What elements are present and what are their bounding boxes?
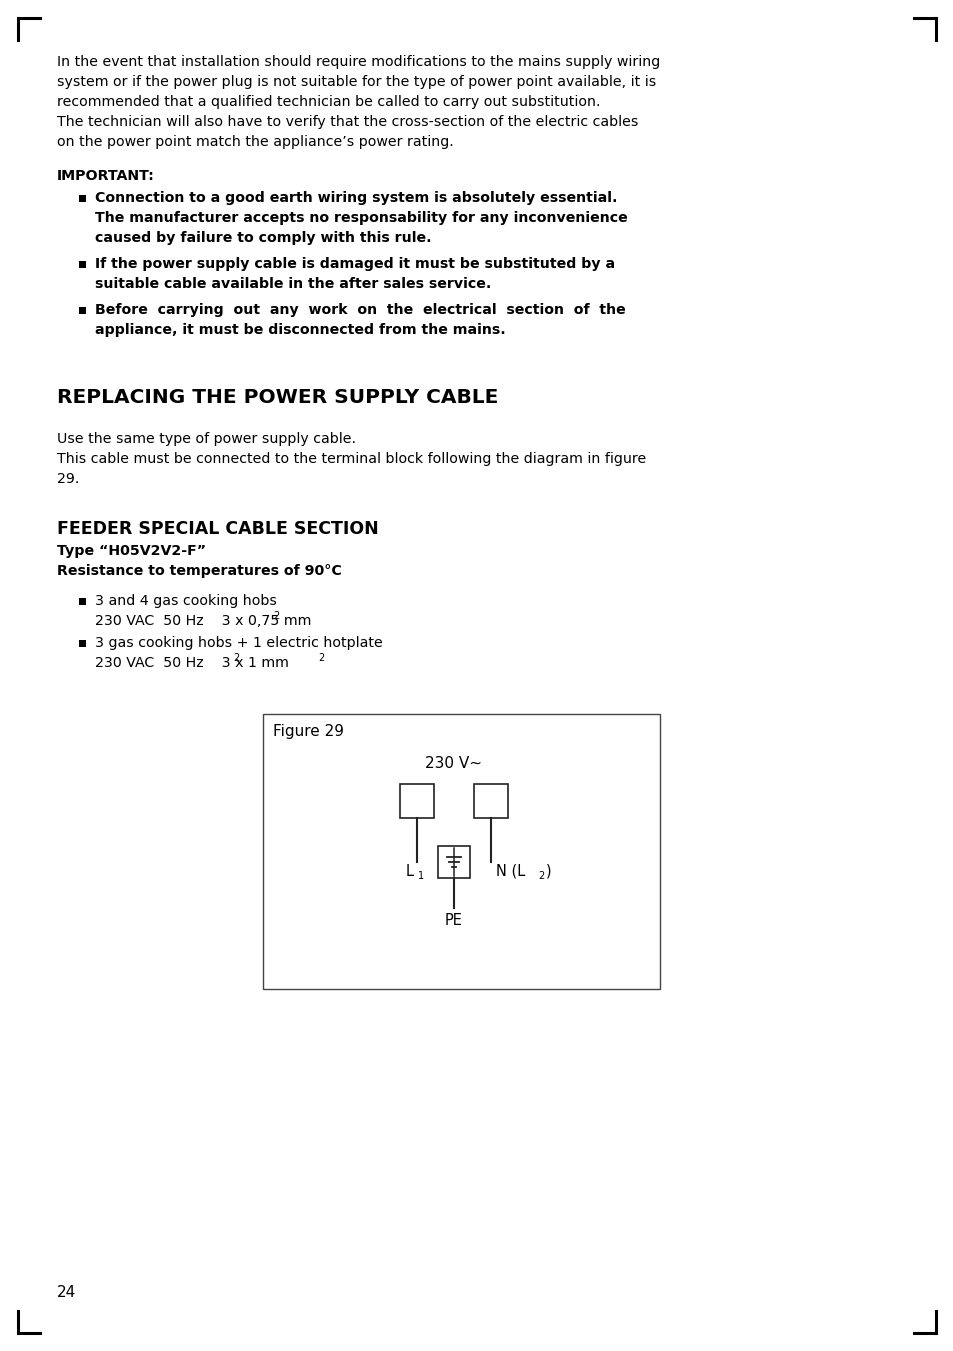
- Text: Connection to a good earth wiring system is absolutely essential.: Connection to a good earth wiring system…: [95, 190, 617, 205]
- Text: The technician will also have to verify that the cross-section of the electric c: The technician will also have to verify …: [57, 115, 638, 128]
- Bar: [437, 846, 469, 878]
- Text: 24: 24: [57, 1285, 76, 1300]
- Text: ): ): [545, 865, 551, 880]
- Bar: [473, 784, 507, 817]
- Text: Type “H05V2V2-F”: Type “H05V2V2-F”: [57, 544, 206, 558]
- Text: Before  carrying  out  any  work  on  the  electrical  section  of  the: Before carrying out any work on the elec…: [95, 303, 625, 317]
- Text: PE: PE: [444, 913, 462, 928]
- Text: REPLACING THE POWER SUPPLY CABLE: REPLACING THE POWER SUPPLY CABLE: [57, 388, 497, 407]
- Text: If the power supply cable is damaged it must be substituted by a: If the power supply cable is damaged it …: [95, 257, 615, 272]
- Text: 230 V~: 230 V~: [425, 757, 481, 771]
- Text: 3 gas cooking hobs + 1 electric hotplate: 3 gas cooking hobs + 1 electric hotplate: [95, 636, 382, 650]
- Text: Figure 29: Figure 29: [273, 724, 344, 739]
- Text: 29.: 29.: [57, 471, 79, 486]
- Text: 230 VAC  50 Hz    3 x 0,75 mm: 230 VAC 50 Hz 3 x 0,75 mm: [95, 613, 311, 628]
- Text: Resistance to temperatures of 90°C: Resistance to temperatures of 90°C: [57, 563, 341, 578]
- Text: 230 VAC  50 Hz    3 x 1 mm: 230 VAC 50 Hz 3 x 1 mm: [95, 657, 289, 670]
- Bar: [79, 261, 86, 267]
- Bar: [79, 640, 86, 647]
- Text: L: L: [405, 865, 414, 880]
- Text: recommended that a qualified technician be called to carry out substitution.: recommended that a qualified technician …: [57, 95, 599, 109]
- Text: on the power point match the appliance’s power rating.: on the power point match the appliance’s…: [57, 135, 454, 149]
- Bar: [79, 598, 86, 605]
- Text: 2: 2: [538, 871, 544, 881]
- Text: caused by failure to comply with this rule.: caused by failure to comply with this ru…: [95, 231, 431, 245]
- Text: system or if the power plug is not suitable for the type of power point availabl: system or if the power plug is not suita…: [57, 76, 656, 89]
- Text: 2: 2: [273, 611, 279, 621]
- Text: Use the same type of power supply cable.: Use the same type of power supply cable.: [57, 432, 355, 446]
- Text: The manufacturer accepts no responsability for any inconvenience: The manufacturer accepts no responsabili…: [95, 211, 627, 226]
- Text: 3 and 4 gas cooking hobs: 3 and 4 gas cooking hobs: [95, 594, 276, 608]
- Text: FEEDER SPECIAL CABLE SECTION: FEEDER SPECIAL CABLE SECTION: [57, 520, 378, 538]
- Text: 1: 1: [417, 871, 423, 881]
- Bar: [79, 195, 86, 203]
- Text: 2: 2: [317, 653, 324, 663]
- Bar: [263, 713, 659, 989]
- Text: 2: 2: [233, 653, 239, 663]
- Text: In the event that installation should require modifications to the mains supply : In the event that installation should re…: [57, 55, 659, 69]
- Text: IMPORTANT:: IMPORTANT:: [57, 169, 154, 182]
- Text: This cable must be connected to the terminal block following the diagram in figu: This cable must be connected to the term…: [57, 453, 645, 466]
- Bar: [79, 307, 86, 313]
- Text: suitable cable available in the after sales service.: suitable cable available in the after sa…: [95, 277, 491, 290]
- Text: appliance, it must be disconnected from the mains.: appliance, it must be disconnected from …: [95, 323, 505, 336]
- Bar: [399, 784, 433, 817]
- Text: N (L: N (L: [495, 865, 524, 880]
